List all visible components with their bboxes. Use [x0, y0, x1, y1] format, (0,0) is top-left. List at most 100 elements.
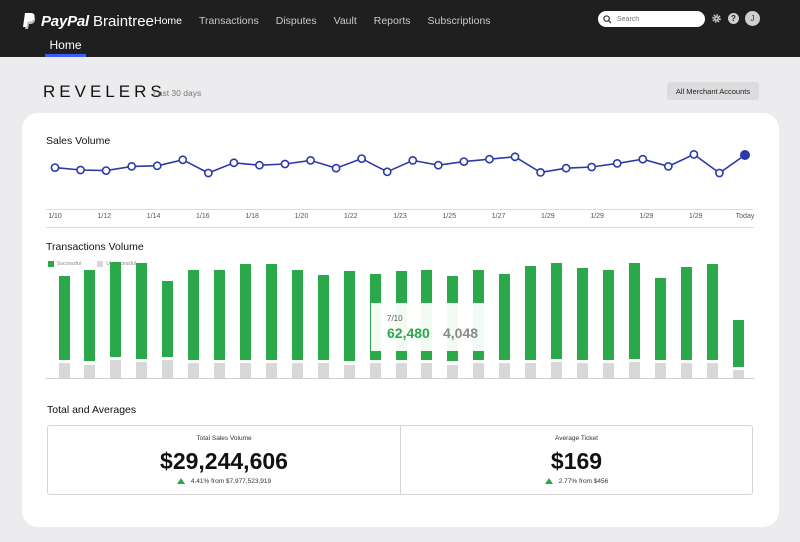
- nav-transactions[interactable]: Transactions: [199, 15, 259, 27]
- nav-disputes[interactable]: Disputes: [275, 15, 317, 27]
- search-box[interactable]: [598, 11, 705, 27]
- sales-point[interactable]: [587, 162, 597, 172]
- bar-unsuccessful[interactable]: [136, 361, 148, 378]
- arrow-up-icon: [176, 478, 185, 485]
- bar-successful[interactable]: [576, 268, 588, 361]
- sales-point[interactable]: [203, 168, 213, 178]
- bar-successful[interactable]: [239, 264, 251, 361]
- sales-point[interactable]: [229, 158, 239, 168]
- bar-successful[interactable]: [732, 319, 744, 367]
- bar-unsuccessful[interactable]: [369, 363, 381, 378]
- nav-home[interactable]: Home: [154, 15, 183, 27]
- bar-unsuccessful[interactable]: [551, 361, 563, 378]
- bar-successful[interactable]: [706, 264, 718, 361]
- sales-point[interactable]: [561, 163, 571, 173]
- sales-point[interactable]: [739, 150, 750, 161]
- bar-unsuccessful[interactable]: [162, 360, 174, 378]
- bar-unsuccessful[interactable]: [214, 363, 226, 378]
- bar-unsuccessful[interactable]: [680, 363, 692, 378]
- bar-unsuccessful[interactable]: [395, 363, 407, 378]
- sales-point[interactable]: [459, 157, 469, 166]
- x-tick-label: 1/29: [639, 213, 654, 220]
- x-tick-label: 1/23: [393, 213, 407, 220]
- bar-unsuccessful[interactable]: [602, 363, 614, 378]
- bar-successful[interactable]: [162, 280, 174, 358]
- nav-reports[interactable]: Reports: [373, 15, 411, 27]
- sales-point[interactable]: [510, 152, 520, 162]
- sales-line: [54, 153, 746, 174]
- gear-icon[interactable]: [711, 13, 722, 24]
- bar-successful[interactable]: [317, 275, 329, 361]
- bar-successful[interactable]: [628, 262, 640, 359]
- sales-point[interactable]: [280, 159, 290, 169]
- bar-successful[interactable]: [291, 269, 303, 361]
- stat-label: Average Ticket: [555, 435, 598, 442]
- sales-point[interactable]: [408, 155, 418, 165]
- sales-point[interactable]: [612, 158, 622, 168]
- sales-point[interactable]: [127, 161, 137, 171]
- bar-unsuccessful[interactable]: [291, 363, 303, 378]
- bar-unsuccessful[interactable]: [525, 363, 537, 378]
- search-input[interactable]: [617, 15, 701, 23]
- bar-unsuccessful[interactable]: [732, 369, 744, 378]
- x-tick-label: 1/29: [590, 213, 604, 220]
- bar-successful[interactable]: [551, 262, 563, 359]
- bar-unsuccessful[interactable]: [499, 363, 511, 378]
- stat-label: Total Sales Volume: [196, 435, 252, 442]
- bar-successful[interactable]: [188, 269, 200, 361]
- bar-unsuccessful[interactable]: [421, 363, 433, 378]
- sales-point[interactable]: [663, 161, 673, 171]
- sales-point[interactable]: [178, 155, 188, 165]
- brand-logo[interactable]: PayPal Braintree: [22, 10, 154, 32]
- sales-point[interactable]: [485, 154, 494, 164]
- x-tick-label: 1/29: [541, 213, 555, 220]
- bar-unsuccessful[interactable]: [706, 363, 718, 378]
- nav-subscriptions[interactable]: Subscriptions: [427, 15, 491, 27]
- bar-unsuccessful[interactable]: [317, 363, 329, 378]
- bar-unsuccessful[interactable]: [576, 363, 588, 378]
- bar-successful[interactable]: [110, 261, 122, 358]
- bar-successful[interactable]: [84, 269, 96, 362]
- bar-successful[interactable]: [343, 271, 355, 362]
- bar-successful[interactable]: [680, 267, 692, 361]
- tab-home[interactable]: Home: [45, 38, 86, 57]
- sales-point[interactable]: [331, 163, 341, 173]
- bar-successful[interactable]: [58, 276, 70, 361]
- stat-change: 2.77% from $456: [401, 478, 752, 485]
- bar-unsuccessful[interactable]: [654, 363, 666, 378]
- bar-unsuccessful[interactable]: [84, 364, 96, 378]
- bar-successful[interactable]: [602, 269, 614, 361]
- bar-unsuccessful[interactable]: [188, 363, 200, 378]
- bar-unsuccessful[interactable]: [110, 360, 122, 378]
- bar-unsuccessful[interactable]: [447, 364, 459, 378]
- bar-successful[interactable]: [654, 277, 666, 361]
- bar-unsuccessful[interactable]: [343, 364, 355, 378]
- sales-point[interactable]: [101, 166, 111, 175]
- bar-unsuccessful[interactable]: [628, 361, 640, 378]
- bar-successful[interactable]: [525, 265, 537, 361]
- bar-successful[interactable]: [214, 269, 226, 361]
- avatar[interactable]: J: [745, 11, 760, 26]
- sales-point[interactable]: [357, 154, 367, 163]
- sales-point[interactable]: [433, 160, 443, 170]
- bar-successful[interactable]: [499, 273, 511, 361]
- sales-point[interactable]: [715, 168, 724, 178]
- sales-point[interactable]: [50, 163, 60, 172]
- sales-point[interactable]: [536, 167, 545, 177]
- sales-point[interactable]: [689, 149, 699, 159]
- all-merchant-accounts-button[interactable]: All Merchant Accounts: [667, 82, 759, 100]
- bar-unsuccessful[interactable]: [239, 363, 251, 378]
- bar-unsuccessful[interactable]: [265, 363, 277, 378]
- bar-unsuccessful[interactable]: [58, 363, 70, 378]
- sales-point[interactable]: [76, 165, 85, 175]
- help-icon[interactable]: ?: [728, 13, 739, 24]
- bar-unsuccessful[interactable]: [473, 363, 485, 378]
- sales-point[interactable]: [306, 155, 315, 165]
- bar-successful[interactable]: [265, 264, 277, 361]
- sales-point[interactable]: [638, 154, 648, 164]
- nav-vault[interactable]: Vault: [333, 15, 357, 27]
- bar-successful[interactable]: [136, 262, 148, 359]
- sales-point[interactable]: [152, 161, 162, 171]
- sales-point[interactable]: [382, 167, 392, 177]
- sales-point[interactable]: [255, 160, 264, 170]
